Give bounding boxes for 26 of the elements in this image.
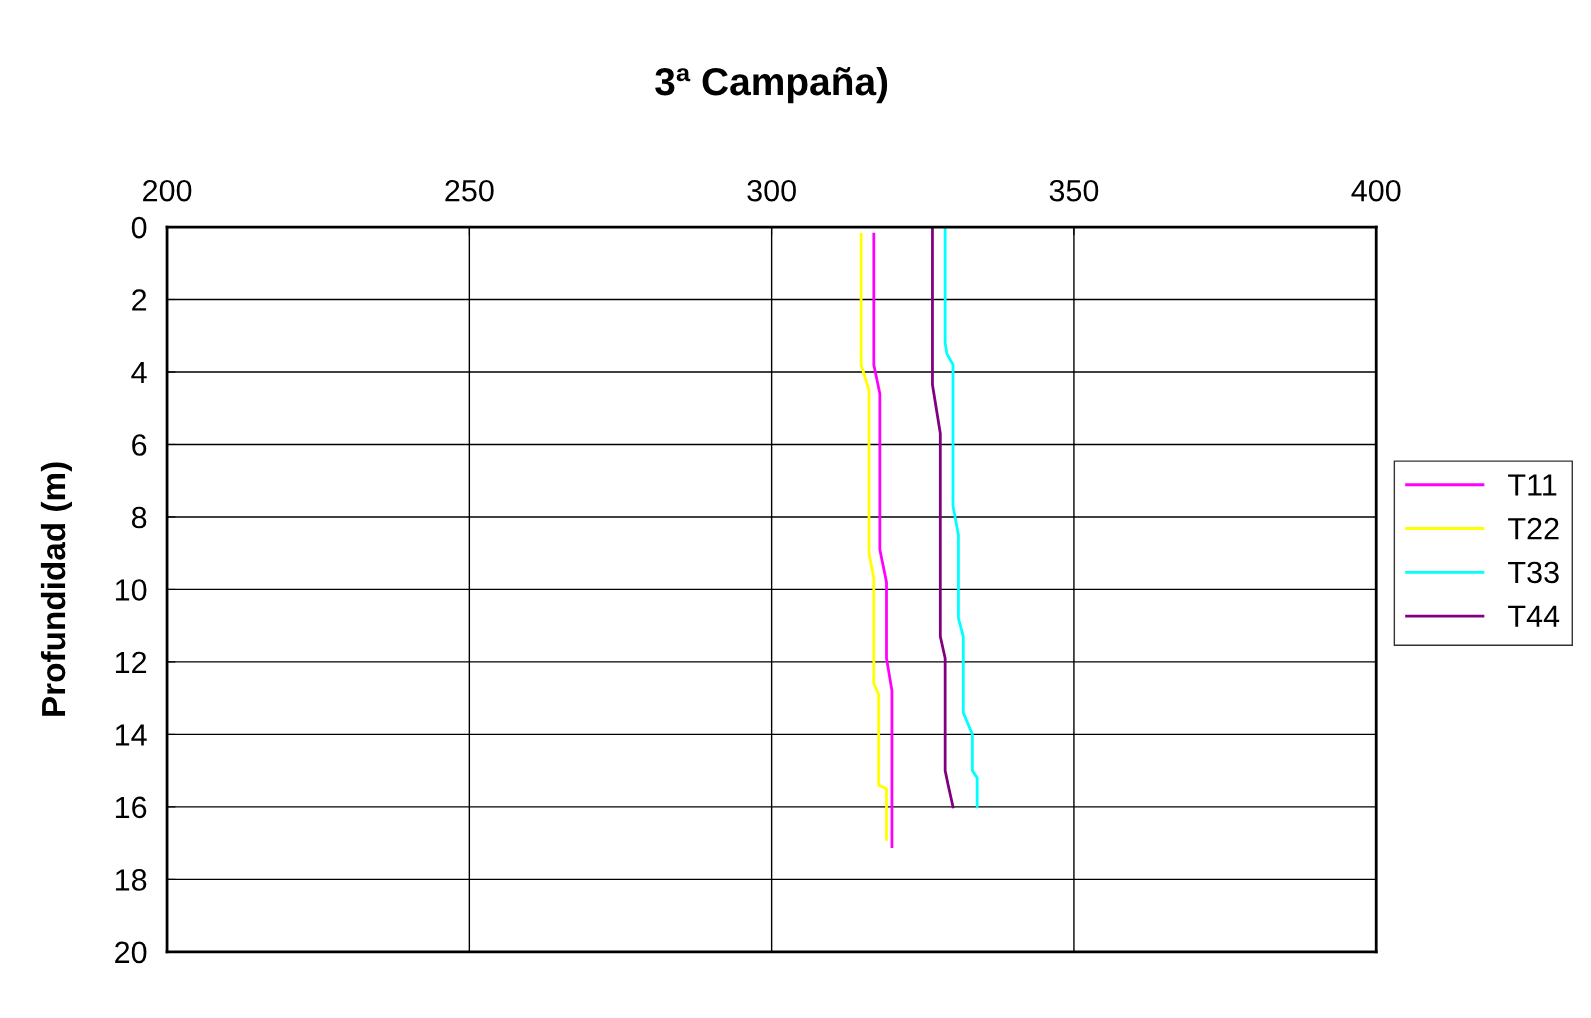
y-tick-label: 2 xyxy=(132,289,147,311)
x-tick-label: 350 xyxy=(1049,179,1099,202)
y-tick-label: 16 xyxy=(115,796,147,819)
y-tick-label: 18 xyxy=(115,869,147,891)
legend-label: T22 xyxy=(1508,517,1559,540)
chart-title: 3ª Campaña) xyxy=(655,66,888,104)
legend-label: T11 xyxy=(1508,474,1557,496)
line-series xyxy=(943,227,979,809)
y-tick-label: 4 xyxy=(131,362,147,384)
y-tick-label: 10 xyxy=(115,579,147,601)
x-tick-label: 200 xyxy=(143,179,192,202)
x-tick-label: 400 xyxy=(1351,179,1401,202)
y-tick-label: 20 xyxy=(115,941,147,964)
legend-label: T33 xyxy=(1508,561,1559,584)
x-tick-label: 300 xyxy=(747,179,796,202)
y-tick-label: 6 xyxy=(132,434,147,456)
line-series xyxy=(872,232,894,849)
y-tick-label: 14 xyxy=(115,724,147,746)
legend-label: T44 xyxy=(1508,605,1560,627)
y-axis-title: Profundidad (m) xyxy=(40,462,72,716)
line-series xyxy=(931,227,955,809)
y-tick-label: 8 xyxy=(131,506,147,529)
x-tick-label: 250 xyxy=(445,179,494,202)
y-tick-label: 12 xyxy=(115,651,147,673)
y-tick-label: 0 xyxy=(131,216,147,239)
line-series xyxy=(859,232,888,841)
